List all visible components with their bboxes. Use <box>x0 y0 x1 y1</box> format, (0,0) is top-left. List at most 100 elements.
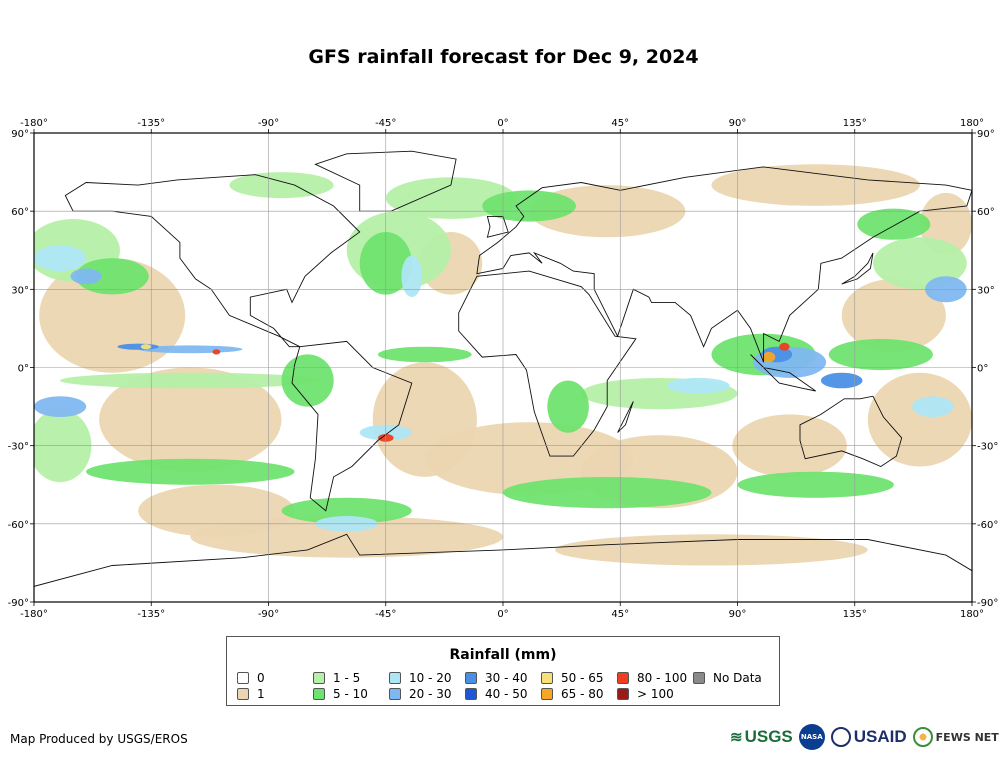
legend-swatch <box>693 672 705 684</box>
lat-tick-left: -30° <box>8 442 29 453</box>
graticule <box>34 133 972 602</box>
rain-patch <box>140 344 152 350</box>
legend-swatch <box>313 672 325 684</box>
rain-patch <box>34 396 87 417</box>
legend-label: No Data <box>713 671 762 685</box>
lon-tick-top: 90° <box>729 118 747 129</box>
rain-patch <box>229 172 334 199</box>
rain-patch <box>281 497 412 524</box>
rain-patch <box>117 343 159 350</box>
rain-patch <box>841 278 946 352</box>
lat-tick-left: 90° <box>11 129 29 140</box>
legend-label: 1 - 5 <box>333 671 361 685</box>
antarctica-outline <box>34 533 972 602</box>
legend-swatch <box>465 672 477 684</box>
legend-item: 0 <box>237 671 265 685</box>
legend-label: 40 - 50 <box>485 687 528 701</box>
legend-item: 30 - 40 <box>465 671 528 685</box>
fews-net-logo: FEWS NET <box>912 727 999 747</box>
australia-outline <box>799 395 903 468</box>
legend-item: 80 - 100 <box>617 671 687 685</box>
axis-labels: -180° -180° -135° -135° -90° -90° -45° -45° 0° 0°… <box>8 118 999 620</box>
rain-patch <box>281 354 334 407</box>
madagascar-outline <box>617 401 634 433</box>
rain-patch <box>555 534 868 566</box>
lat-tick-left: 0° <box>18 364 29 375</box>
legend-item: No Data <box>693 671 762 685</box>
uk-outline <box>486 215 509 238</box>
rain-patch <box>711 164 920 206</box>
fews-globe-icon <box>912 727 933 747</box>
lat-tick-left: 30° <box>11 285 29 296</box>
legend: Rainfall (mm) 0 1 1 - 5 5 - 10 10 - 20 20 - 3… <box>226 636 780 706</box>
rain-patch <box>34 245 87 272</box>
legend-item: 50 - 65 <box>541 671 604 685</box>
legend-item: 10 - 20 <box>389 671 452 685</box>
rain-patch <box>857 208 931 240</box>
lon-tick-bottom: 180° <box>960 609 984 620</box>
rain-patch <box>867 372 972 467</box>
lon-tick-bottom: 45° <box>611 609 629 620</box>
map-title: GFS rainfall forecast for Dec 9, 2024 <box>308 46 699 68</box>
lon-tick-top: -90° <box>258 118 279 129</box>
lon-tick-bottom: -45° <box>375 609 396 620</box>
rain-patch <box>377 346 472 363</box>
legend-label: 30 - 40 <box>485 671 528 685</box>
rain-patch <box>86 458 295 485</box>
lat-tick-right: 0° <box>977 364 988 375</box>
rain-patch <box>828 338 933 371</box>
legend-swatch <box>465 688 477 700</box>
legend-label: 80 - 100 <box>637 671 688 685</box>
lon-tick-bottom: -90° <box>258 609 279 620</box>
lon-tick-top: 180° <box>960 118 984 129</box>
rain-patch <box>762 351 776 363</box>
legend-swatch <box>389 672 401 684</box>
logo-strip: ≋ USGS NASA USAID FEWS NET <box>730 724 999 750</box>
legend-item: > 100 <box>617 687 674 701</box>
lon-tick-bottom: 90° <box>729 609 747 620</box>
rain-patch <box>60 372 321 389</box>
lat-tick-left: 60° <box>11 207 29 218</box>
rain-patch <box>873 237 967 290</box>
legend-swatch <box>541 672 553 684</box>
legend-item: 1 - 5 <box>313 671 360 685</box>
legend-item: 1 <box>237 687 265 701</box>
legend-swatch <box>389 688 401 700</box>
lon-tick-top: -135° <box>137 118 165 129</box>
lat-tick-right: -30° <box>977 442 998 453</box>
legend-item: 40 - 50 <box>465 687 528 701</box>
credit-text: Map Produced by USGS/EROS <box>10 732 188 746</box>
africa-outline <box>458 270 637 457</box>
lat-tick-right: 60° <box>977 207 995 218</box>
legend-label: 20 - 30 <box>409 687 452 701</box>
rain-patch <box>70 268 102 285</box>
legend-label: 5 - 10 <box>333 687 368 701</box>
rain-patch <box>912 396 954 417</box>
rain-patch <box>212 349 221 355</box>
legend-label: 65 - 80 <box>561 687 604 701</box>
rain-patch <box>547 380 589 433</box>
greenland-outline <box>314 150 457 212</box>
usgs-logo: ≋ USGS <box>730 727 793 746</box>
lat-tick-right: -60° <box>977 520 998 531</box>
eurasia-outline <box>476 166 972 363</box>
lat-tick-left: -60° <box>8 520 29 531</box>
rain-patch <box>737 471 894 498</box>
lat-tick-left: -90° <box>8 598 29 609</box>
usgs-waves-icon: ≋ <box>730 729 743 746</box>
lon-tick-top: -180° <box>20 118 48 129</box>
rain-patch <box>503 477 712 509</box>
lon-tick-bottom: -180° <box>20 609 48 620</box>
legend-item: 20 - 30 <box>389 687 452 701</box>
legend-label: 10 - 20 <box>409 671 452 685</box>
nasa-logo: NASA <box>798 724 825 750</box>
lat-tick-right: 90° <box>977 129 995 140</box>
rain-patch <box>779 342 790 351</box>
rain-patch <box>424 422 634 496</box>
lon-tick-top: 135° <box>843 118 867 129</box>
legend-item: 5 - 10 <box>313 687 368 701</box>
legend-label: > 100 <box>637 687 674 701</box>
lon-tick-bottom: 135° <box>843 609 867 620</box>
rain-patch <box>820 372 863 389</box>
